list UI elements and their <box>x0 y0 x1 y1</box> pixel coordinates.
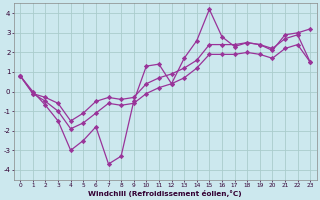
X-axis label: Windchill (Refroidissement éolien,°C): Windchill (Refroidissement éolien,°C) <box>88 190 242 197</box>
